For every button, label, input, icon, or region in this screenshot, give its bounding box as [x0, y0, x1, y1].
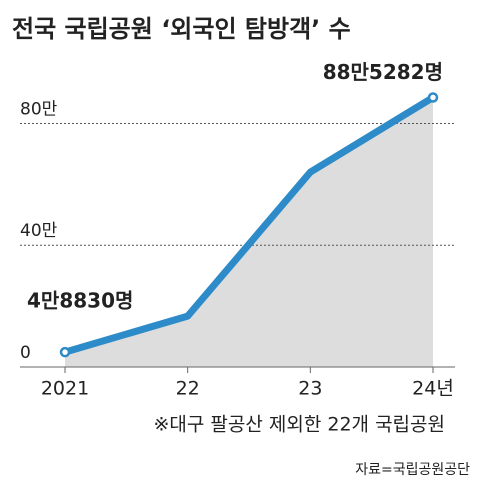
area — [65, 97, 433, 368]
x-tick-label: 24년 — [412, 378, 454, 400]
value-label: 4만8830명 — [27, 289, 133, 313]
y-tick-label: 40만 — [20, 221, 58, 241]
y-tick-label: 0 — [20, 343, 31, 363]
value-label: 88만5282명 — [323, 60, 443, 84]
chart-title: 전국 국립공원 ‘외국인 탐방객’ 수 — [12, 15, 351, 43]
end-point — [59, 346, 71, 358]
x-tick-label: 2021 — [41, 378, 89, 400]
end-point — [427, 92, 439, 103]
y-tick-label: 80만 — [20, 99, 58, 119]
line — [64, 94, 435, 356]
x-tick-label: 23 — [298, 378, 322, 400]
note: ※대구 팔공산 제외한 22개 국립공원 — [154, 414, 446, 436]
source: 자료=국립공원공단 — [355, 462, 470, 478]
x-tick-label: 22 — [176, 378, 200, 400]
